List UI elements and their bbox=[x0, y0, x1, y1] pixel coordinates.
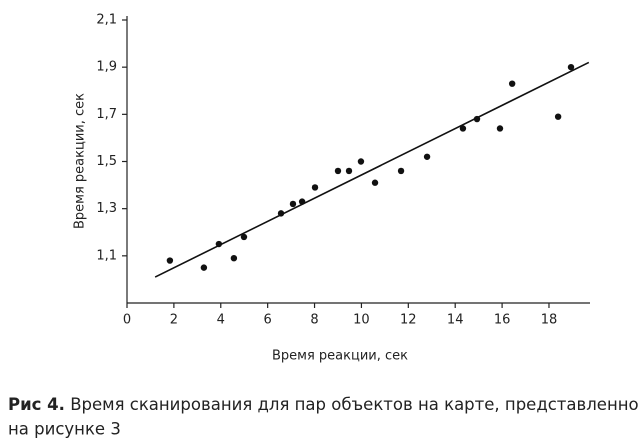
y-tick-label: 1,3 bbox=[96, 201, 117, 216]
point bbox=[334, 167, 342, 175]
trend-line bbox=[154, 61, 590, 278]
x-tick-label: 0 bbox=[123, 313, 131, 328]
point bbox=[397, 167, 405, 175]
x-tick-label: 2 bbox=[170, 313, 178, 328]
x-tick-label: 6 bbox=[264, 313, 272, 328]
point bbox=[166, 257, 174, 264]
point bbox=[240, 233, 248, 241]
point bbox=[371, 179, 379, 186]
point bbox=[230, 254, 238, 262]
x-tick-label: 18 bbox=[541, 313, 558, 328]
point bbox=[554, 113, 562, 120]
y-tick-label: 1,1 bbox=[96, 248, 117, 263]
point bbox=[423, 153, 431, 160]
point bbox=[289, 200, 297, 208]
x-tick-label: 8 bbox=[310, 313, 318, 328]
y-axis-label: Время реакции, сек bbox=[73, 93, 88, 229]
point bbox=[496, 125, 504, 132]
point bbox=[508, 80, 516, 87]
y-tick-label: 1,5 bbox=[96, 154, 117, 169]
point bbox=[459, 125, 467, 132]
x-tick-label: 10 bbox=[353, 313, 370, 328]
x-tick-label: 4 bbox=[217, 313, 225, 328]
y-tick-label: 1,7 bbox=[96, 107, 117, 122]
y-tick-label: 2,1 bbox=[96, 13, 117, 28]
caption-text: Время сканирования для пар объектов на к… bbox=[70, 395, 640, 414]
point bbox=[311, 184, 319, 191]
x-axis-label: Время реакции, сек bbox=[272, 349, 408, 364]
x-tick-label: 16 bbox=[494, 313, 511, 328]
caption-label: Рис 4. bbox=[8, 395, 65, 414]
caption-text: на рисунке 3 bbox=[8, 420, 121, 439]
x-tick-label: 12 bbox=[400, 313, 417, 328]
point bbox=[200, 264, 208, 271]
caption: Рис 4. Время сканирования для пар объект… bbox=[8, 395, 640, 414]
y-tick-label: 1,9 bbox=[96, 60, 117, 75]
point bbox=[345, 167, 353, 175]
x-tick-label: 14 bbox=[447, 313, 464, 328]
point bbox=[357, 158, 365, 165]
point bbox=[567, 63, 575, 71]
